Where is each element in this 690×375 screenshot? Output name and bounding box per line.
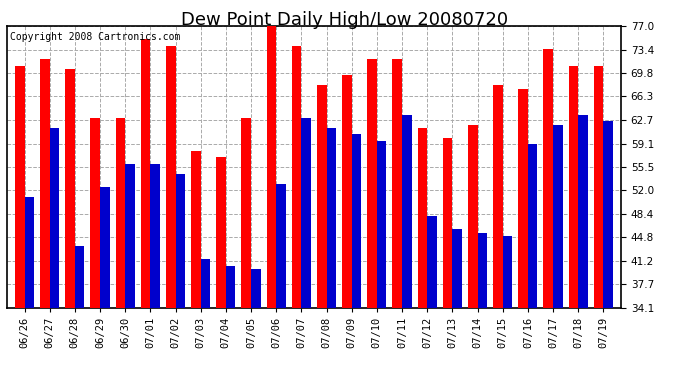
Bar <box>150 164 160 375</box>
Bar <box>216 158 226 375</box>
Bar <box>317 85 326 375</box>
Bar <box>352 134 362 375</box>
Bar <box>175 174 185 375</box>
Bar <box>75 246 84 375</box>
Bar <box>443 138 453 375</box>
Bar <box>201 259 210 375</box>
Bar <box>141 39 150 375</box>
Text: Dew Point Daily High/Low 20080720: Dew Point Daily High/Low 20080720 <box>181 11 509 29</box>
Bar <box>477 233 487 375</box>
Bar <box>468 124 477 375</box>
Bar <box>302 118 311 375</box>
Bar <box>603 121 613 375</box>
Bar <box>166 46 175 375</box>
Bar <box>25 197 34 375</box>
Bar <box>15 66 25 375</box>
Bar <box>377 141 386 375</box>
Bar <box>453 230 462 375</box>
Bar <box>50 128 59 375</box>
Bar <box>116 118 125 375</box>
Bar <box>251 269 261 375</box>
Bar <box>417 128 427 375</box>
Bar <box>191 151 201 375</box>
Bar <box>326 128 336 375</box>
Bar <box>367 59 377 375</box>
Bar <box>427 216 437 375</box>
Bar <box>393 59 402 375</box>
Bar <box>125 164 135 375</box>
Bar <box>342 75 352 375</box>
Bar <box>90 118 100 375</box>
Bar <box>241 118 251 375</box>
Bar <box>266 26 276 375</box>
Bar <box>569 66 578 375</box>
Bar <box>276 184 286 375</box>
Text: Copyright 2008 Cartronics.com: Copyright 2008 Cartronics.com <box>10 32 180 42</box>
Bar <box>292 46 302 375</box>
Bar <box>226 266 235 375</box>
Bar <box>518 88 528 375</box>
Bar <box>66 69 75 375</box>
Bar <box>493 85 503 375</box>
Bar <box>578 115 588 375</box>
Bar <box>40 59 50 375</box>
Bar <box>402 115 412 375</box>
Bar <box>528 144 538 375</box>
Bar <box>544 49 553 375</box>
Bar <box>553 124 562 375</box>
Bar <box>503 236 512 375</box>
Bar <box>100 187 110 375</box>
Bar <box>594 66 603 375</box>
